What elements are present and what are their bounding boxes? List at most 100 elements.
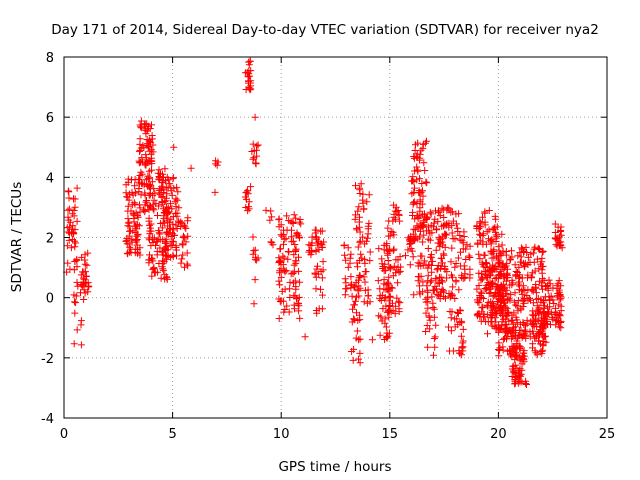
data-point: [512, 351, 520, 359]
data-point: [362, 237, 370, 245]
data-point: [511, 289, 519, 297]
data-point: [418, 252, 426, 260]
data-point: [408, 177, 416, 185]
data-point: [282, 235, 290, 243]
data-point: [452, 260, 460, 267]
data-point: [145, 167, 153, 175]
data-point: [142, 198, 150, 206]
data-point: [262, 206, 270, 214]
data-point: [473, 311, 481, 319]
data-point: [286, 278, 294, 286]
data-point: [144, 175, 152, 183]
data-point: [452, 278, 460, 286]
data-point: [73, 217, 81, 225]
data-point: [73, 255, 81, 263]
data-point: [73, 263, 81, 271]
data-point: [143, 141, 151, 149]
data-point: [458, 319, 466, 327]
data-point: [285, 308, 293, 316]
data-point: [551, 220, 559, 228]
data-point: [489, 261, 497, 269]
data-point: [395, 308, 403, 316]
data-point: [489, 299, 497, 307]
data-point: [65, 188, 73, 196]
data-point: [500, 297, 508, 305]
data-point: [421, 210, 428, 218]
data-point: [178, 240, 186, 248]
data-point: [416, 156, 423, 164]
data-point: [436, 212, 444, 220]
data-point: [404, 246, 412, 254]
data-point: [135, 222, 143, 230]
data-point: [451, 263, 459, 271]
data-point: [363, 234, 371, 242]
data-point: [445, 323, 452, 331]
data-point: [354, 317, 362, 324]
data-point: [137, 158, 144, 166]
data-point: [381, 295, 389, 303]
data-point: [456, 307, 464, 315]
data-point: [380, 267, 388, 275]
data-point: [510, 309, 518, 317]
data-point: [179, 241, 187, 249]
data-point: [122, 189, 130, 197]
data-point: [253, 142, 261, 150]
data-point: [437, 273, 445, 281]
x-tick-label: 20: [490, 427, 507, 442]
data-point: [148, 272, 156, 280]
data-point: [463, 241, 471, 249]
data-point: [537, 348, 545, 356]
data-point: [481, 251, 489, 259]
data-point: [443, 274, 451, 282]
data-point: [77, 341, 85, 349]
data-point: [422, 178, 430, 186]
data-point: [277, 273, 285, 281]
data-point: [412, 141, 419, 149]
data-point: [133, 232, 141, 240]
data-point: [365, 191, 373, 199]
data-point: [348, 280, 356, 288]
data-point: [413, 150, 421, 158]
data-point: [505, 317, 513, 325]
data-point: [179, 251, 187, 259]
data-point: [251, 246, 259, 254]
data-point: [148, 255, 156, 263]
data-point: [458, 273, 466, 281]
data-point: [535, 337, 543, 345]
data-point: [392, 269, 400, 277]
data-point: [171, 198, 179, 206]
data-point: [281, 268, 289, 276]
data-point: [539, 248, 547, 255]
data-point: [534, 307, 542, 315]
data-point: [125, 219, 133, 227]
data-point: [476, 294, 484, 302]
data-point: [518, 274, 526, 282]
data-point: [269, 241, 277, 249]
data-point: [276, 269, 284, 277]
data-point: [555, 286, 563, 294]
data-point: [275, 295, 283, 303]
data-point: [517, 327, 525, 334]
y-axis-label: SDTVAR / TECUs: [9, 182, 25, 292]
data-point: [163, 228, 171, 236]
data-point: [421, 139, 429, 147]
data-point: [482, 259, 490, 267]
data-point: [517, 306, 525, 314]
data-point: [70, 340, 78, 348]
data-point: [440, 214, 448, 221]
data-point: [508, 247, 515, 255]
data-point: [438, 277, 446, 285]
data-point: [423, 282, 431, 290]
data-point: [390, 213, 398, 221]
data-point: [556, 291, 564, 298]
data-point: [419, 238, 427, 246]
data-point: [356, 284, 364, 292]
data-point: [455, 286, 463, 294]
data-point: [368, 336, 376, 344]
data-point: [545, 276, 553, 284]
data-point: [277, 231, 285, 239]
data-point: [141, 120, 149, 128]
data-point: [70, 207, 78, 214]
data-point: [484, 311, 492, 319]
data-point: [249, 140, 257, 148]
